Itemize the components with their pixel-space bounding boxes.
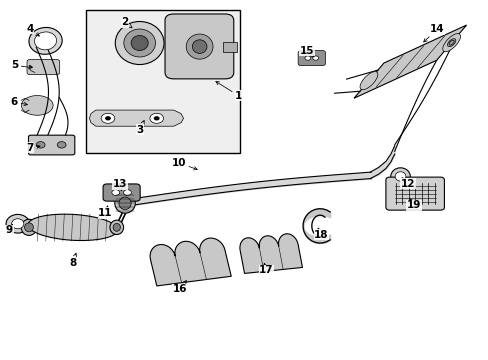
Ellipse shape [359, 72, 377, 90]
Ellipse shape [390, 168, 409, 185]
Bar [222, 41, 237, 51]
Text: 7: 7 [26, 143, 40, 153]
Ellipse shape [29, 27, 62, 54]
Ellipse shape [110, 220, 123, 234]
Ellipse shape [21, 95, 53, 115]
Bar [86, 10, 239, 153]
Text: 16: 16 [173, 280, 187, 294]
Ellipse shape [12, 219, 24, 229]
Circle shape [36, 141, 45, 148]
FancyBboxPatch shape [298, 50, 325, 66]
Text: 17: 17 [259, 263, 273, 275]
Ellipse shape [28, 214, 118, 240]
Polygon shape [353, 25, 466, 98]
Circle shape [150, 113, 163, 123]
Ellipse shape [123, 29, 155, 57]
Text: 3: 3 [136, 121, 144, 135]
Circle shape [112, 190, 120, 195]
Ellipse shape [131, 36, 148, 50]
Text: 8: 8 [69, 253, 77, 268]
FancyBboxPatch shape [164, 14, 233, 79]
Text: 15: 15 [299, 46, 313, 57]
Ellipse shape [447, 39, 455, 47]
Text: 6: 6 [11, 97, 27, 107]
Ellipse shape [186, 34, 213, 59]
Ellipse shape [24, 223, 33, 232]
Ellipse shape [448, 40, 453, 45]
Text: 9: 9 [6, 224, 13, 235]
Text: 12: 12 [400, 178, 414, 189]
Text: 4: 4 [26, 24, 39, 36]
Ellipse shape [6, 215, 29, 233]
Circle shape [105, 116, 111, 121]
Circle shape [154, 116, 159, 121]
Circle shape [305, 56, 310, 60]
Circle shape [123, 190, 131, 195]
Ellipse shape [115, 193, 135, 213]
Text: 1: 1 [215, 81, 242, 101]
Ellipse shape [119, 197, 131, 210]
Circle shape [101, 113, 115, 123]
Ellipse shape [35, 32, 57, 50]
FancyBboxPatch shape [385, 177, 444, 210]
Text: 11: 11 [98, 206, 113, 218]
Ellipse shape [442, 33, 460, 52]
Text: 2: 2 [121, 17, 132, 28]
Ellipse shape [115, 22, 163, 64]
Text: 18: 18 [314, 228, 328, 239]
Polygon shape [240, 234, 302, 274]
Text: 14: 14 [423, 24, 444, 42]
Text: 13: 13 [113, 179, 127, 191]
Polygon shape [89, 110, 183, 126]
Text: 19: 19 [406, 199, 421, 210]
Circle shape [57, 141, 66, 148]
FancyBboxPatch shape [27, 59, 60, 75]
FancyBboxPatch shape [103, 184, 140, 201]
Ellipse shape [113, 224, 120, 231]
Ellipse shape [394, 172, 405, 181]
FancyBboxPatch shape [28, 135, 75, 155]
Ellipse shape [192, 40, 206, 53]
Circle shape [312, 56, 318, 60]
Polygon shape [150, 238, 231, 286]
Text: 5: 5 [11, 60, 32, 70]
Text: 10: 10 [171, 158, 197, 170]
Ellipse shape [21, 219, 37, 235]
